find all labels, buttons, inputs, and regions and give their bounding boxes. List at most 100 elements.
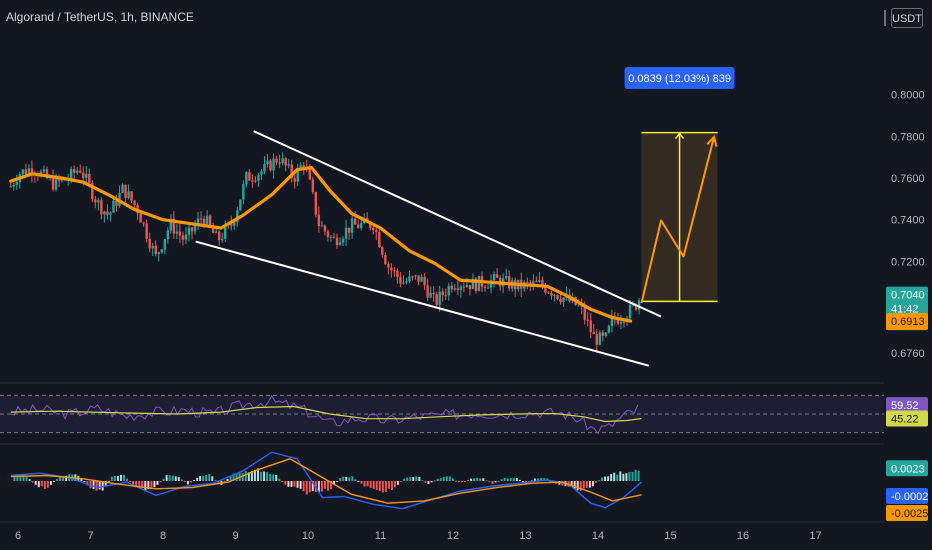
macd-histogram-badge: 0.0023 — [891, 463, 925, 475]
last-price-badge: 41:42 — [891, 304, 919, 316]
macd-histogram-bar — [451, 478, 454, 481]
candle-body — [160, 249, 163, 253]
macd-histogram-bar — [445, 476, 448, 481]
macd-histogram-bar — [238, 471, 241, 481]
macd-histogram-bar — [59, 476, 62, 481]
candle-body — [69, 169, 73, 180]
currency-button[interactable]: USDT — [884, 8, 923, 28]
candle-body — [142, 222, 145, 224]
macd-histogram-bar — [126, 478, 129, 481]
candle-body — [637, 300, 641, 310]
macd-histogram-bar — [585, 481, 588, 488]
macd-histogram-bar — [601, 477, 604, 481]
macd-histogram-bar — [591, 481, 594, 487]
macd-histogram-bar — [147, 481, 150, 490]
candle-body — [236, 210, 239, 223]
candle-body — [359, 223, 363, 229]
candle-body — [411, 276, 414, 278]
macd-histogram-bar — [323, 481, 326, 489]
candle-body — [266, 160, 269, 165]
macd-histogram-bar — [177, 477, 180, 481]
macd-histogram-bar — [515, 478, 518, 481]
price-tick-label: 0.7400 — [891, 215, 925, 227]
candle-body — [193, 225, 197, 232]
macd-histogram-bar — [13, 476, 16, 481]
time-tick-label: 14 — [592, 530, 604, 542]
macd-histogram-bar — [390, 481, 393, 491]
candle-body — [248, 172, 251, 181]
macd-histogram-bar — [387, 481, 390, 489]
candle-body — [233, 222, 236, 226]
macd-histogram-bar — [460, 481, 463, 483]
macd-signal-badge-box — [886, 505, 928, 521]
macd-histogram-bar — [503, 477, 506, 481]
rsi-line — [10, 394, 639, 435]
macd-histogram-bar — [470, 478, 473, 481]
macd-histogram-bar — [436, 478, 439, 481]
macd-histogram-bar — [442, 476, 445, 481]
candle-body — [341, 238, 345, 243]
macd-histogram-bar — [418, 476, 421, 481]
macd-histogram-bar — [594, 481, 597, 483]
candle-body — [592, 332, 595, 335]
candle-body — [314, 192, 318, 215]
candle-body — [196, 218, 200, 226]
candle-body — [109, 212, 112, 215]
macd-histogram-bar — [415, 476, 418, 481]
rsi-signal-badge: 45.22 — [891, 413, 919, 425]
candle-body — [211, 225, 215, 233]
macd-histogram-bar — [613, 472, 616, 481]
candle-body — [468, 285, 472, 290]
candle-body — [51, 177, 55, 190]
macd-histogram-bar — [482, 478, 485, 481]
candle-body — [402, 282, 405, 284]
macd-histogram-bar — [476, 477, 479, 481]
candle-body — [281, 158, 284, 164]
candle-body — [616, 319, 620, 324]
macd-histogram-bar — [226, 478, 229, 481]
candle-body — [356, 224, 360, 229]
macd-histogram-bar — [31, 481, 34, 483]
candle-body — [202, 218, 206, 225]
macd-histogram-bar — [360, 481, 363, 484]
macd-histogram-bar — [217, 481, 220, 484]
macd-histogram-bar — [369, 481, 372, 488]
price-tick-label: 0.6760 — [891, 348, 925, 360]
macd-histogram-bar — [138, 481, 141, 489]
macd-histogram-bar — [16, 475, 19, 481]
candle-body — [529, 282, 532, 285]
macd-histogram-bar — [406, 477, 409, 481]
macd-histogram-bar — [433, 480, 436, 482]
macd-signal-badge: -0.0025 — [891, 508, 928, 520]
macd-histogram-bar — [281, 481, 284, 482]
candle-body — [332, 236, 336, 238]
candle-body — [205, 215, 209, 225]
macd-histogram-bar — [116, 476, 119, 481]
candle-body — [21, 169, 25, 175]
target-zone: 0.0839 (12.03%) 839 — [624, 67, 735, 303]
macd-histogram-bar — [409, 477, 412, 481]
candle-body — [208, 215, 212, 226]
macd-histogram-bar — [65, 475, 68, 481]
macd-histogram-bar — [144, 481, 147, 492]
macd-histogram-bar — [637, 470, 640, 481]
candle-body — [495, 273, 499, 278]
macd-histogram-bar — [28, 479, 31, 481]
candle-body — [423, 276, 426, 286]
candle-body — [393, 270, 396, 272]
macd-histogram-bar — [189, 481, 192, 483]
macd-histogram-bar — [500, 479, 503, 481]
candle-body — [556, 294, 559, 300]
macd-histogram-bar — [573, 481, 576, 489]
candle-body — [465, 285, 469, 287]
rsi-badge-box — [886, 397, 928, 414]
macd-histogram-bar — [122, 474, 125, 481]
candle-body — [450, 285, 453, 290]
macd-histogram-bar — [509, 478, 512, 481]
macd-histogram-bar — [598, 480, 601, 482]
candle-body — [329, 236, 333, 238]
candle-body — [589, 320, 592, 333]
macd-histogram-bar — [269, 473, 272, 481]
projection — [640, 134, 718, 304]
